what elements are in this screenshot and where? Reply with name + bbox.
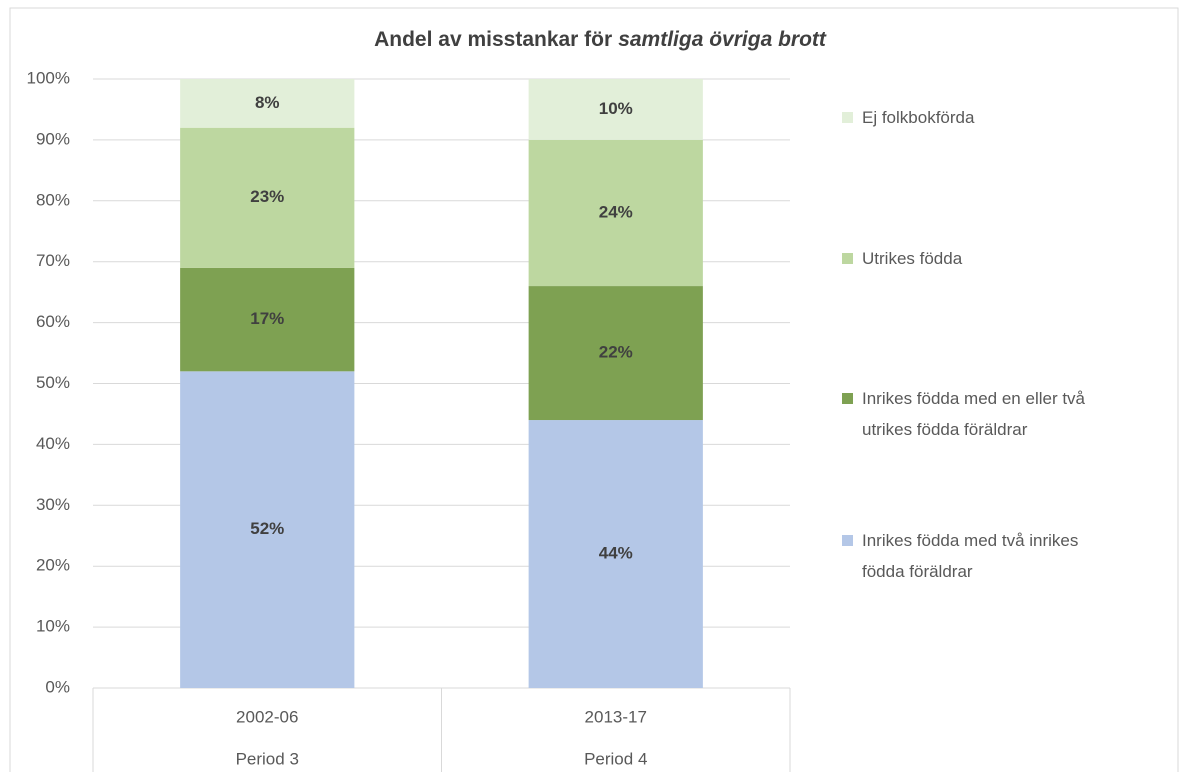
bar-segment <box>180 267 355 372</box>
legend-swatch <box>842 393 853 404</box>
data-label: 44% <box>599 544 633 563</box>
legend-swatch <box>842 535 853 546</box>
y-tick-label: 70% <box>36 251 70 270</box>
data-label: 23% <box>250 187 284 206</box>
title-emphasis: samtliga övriga brott <box>618 28 827 51</box>
y-tick-label: 0% <box>45 677 70 696</box>
chart-title: Andel av misstankar för samtliga övriga b… <box>374 28 827 51</box>
legend-swatch <box>842 253 853 264</box>
bar-segment <box>528 139 703 287</box>
y-tick-label: 10% <box>36 617 70 636</box>
bar-segment <box>180 79 355 128</box>
y-tick-label: 90% <box>36 129 70 148</box>
data-label: 8% <box>255 93 280 112</box>
legend-item: Inrikes födda med två inrikes födda förä… <box>842 525 1132 587</box>
x-tick-label: 2002-06 <box>236 707 298 726</box>
data-label: 52% <box>250 519 284 538</box>
legend-item: Utrikes födda <box>842 243 1132 274</box>
x-group-label: Period 3 <box>236 749 299 768</box>
y-tick-label: 60% <box>36 312 70 331</box>
bar-segment <box>528 420 703 688</box>
data-label: 24% <box>599 202 633 221</box>
data-label: 10% <box>599 99 633 118</box>
y-tick-label: 100% <box>27 68 70 87</box>
legend-label: Ej folkbokförda <box>862 108 975 127</box>
legend-label: Inrikes födda med en eller två utrikes f… <box>862 389 1086 439</box>
y-tick-label: 40% <box>36 434 70 453</box>
data-label: 17% <box>250 309 284 328</box>
legend-item: Inrikes födda med en eller två utrikes f… <box>842 383 1132 445</box>
legend-item: Ej folkbokförda <box>842 102 1132 133</box>
title-part: Andel av misstankar för <box>374 28 612 51</box>
x-group-label: Period 4 <box>584 749 647 768</box>
y-tick-label: 30% <box>36 495 70 514</box>
y-tick-label: 80% <box>36 190 70 209</box>
legend-label: Utrikes födda <box>862 249 963 268</box>
x-tick-label: 2013-17 <box>585 707 647 726</box>
y-tick-label: 50% <box>36 373 70 392</box>
legend-swatch <box>842 112 853 123</box>
legend-label: Inrikes födda med två inrikes födda förä… <box>862 531 1079 581</box>
bar-segment <box>528 79 703 140</box>
y-tick-label: 20% <box>36 556 70 575</box>
bar-segment <box>180 371 355 688</box>
bar-segment <box>180 127 355 268</box>
data-label: 22% <box>599 343 633 362</box>
bar-segment <box>528 286 703 421</box>
chart-border <box>9 7 1179 772</box>
